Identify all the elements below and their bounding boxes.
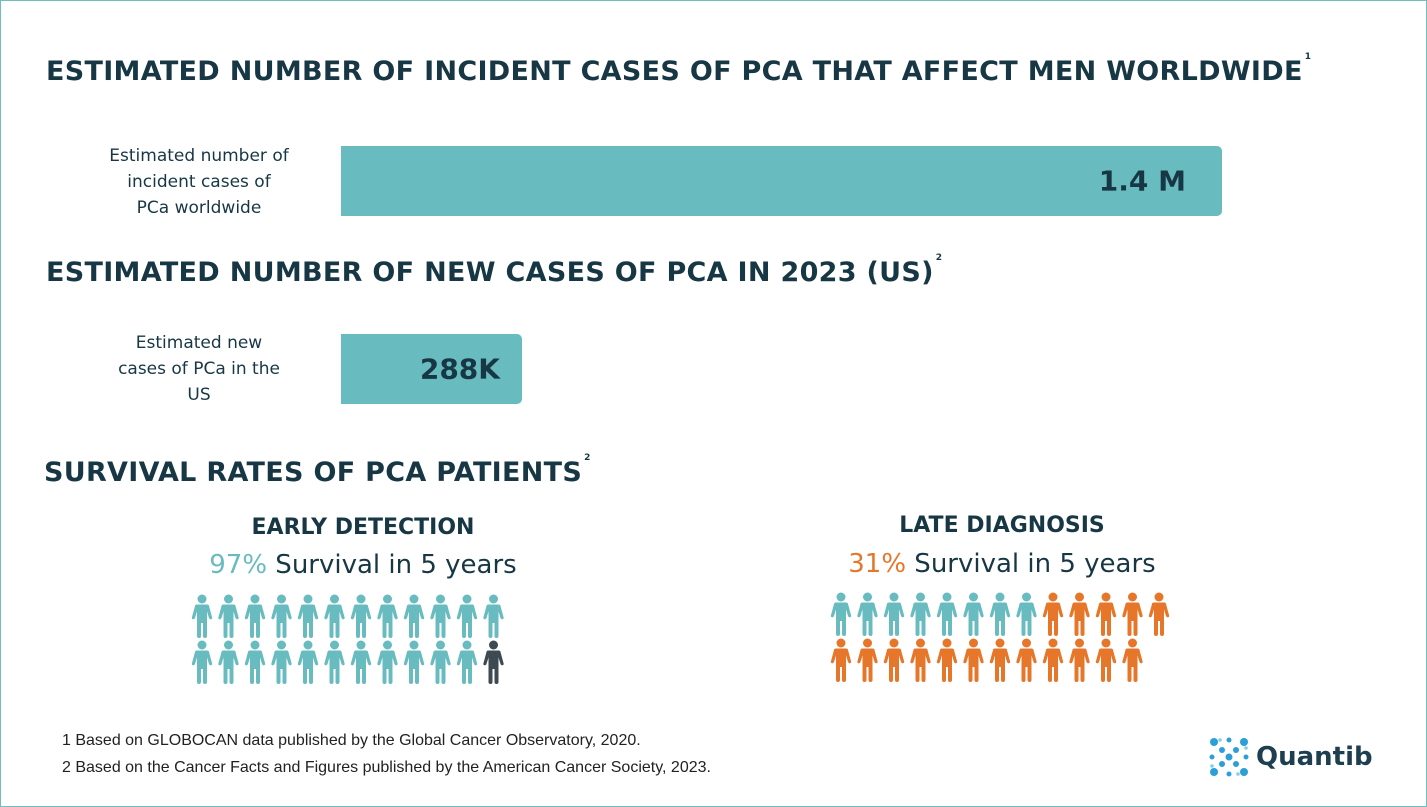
footnote-1: 1 Based on GLOBOCAN data published by th… <box>62 732 641 749</box>
person-icon <box>989 592 1011 636</box>
person-icon <box>218 640 239 684</box>
footnote-ref-2: 2 <box>935 253 943 263</box>
person-icon <box>830 592 852 636</box>
person-icon <box>989 638 1011 682</box>
heading-us-2023: ESTIMATED NUMBER OF NEW CASES OF PCA IN … <box>46 253 942 288</box>
person-icon <box>1042 638 1064 682</box>
person-icon <box>1095 638 1117 682</box>
person-icon <box>191 594 213 638</box>
early-detection-title: EARLY DETECTION <box>251 515 475 540</box>
bar-label-line: PCa worldwide <box>136 198 262 218</box>
late-diagnosis-pictograph <box>830 592 1170 682</box>
early-detection-percent: 97% <box>209 550 268 580</box>
heading-worldwide: ESTIMATED NUMBER OF INCIDENT CASES OF PC… <box>46 52 1311 87</box>
bar-label-line: cases of PCa in the <box>118 359 280 379</box>
person-icon <box>191 640 213 684</box>
person-icon <box>244 594 266 638</box>
heading-worldwide-text: ESTIMATED NUMBER OF INCIDENT CASES OF PC… <box>46 56 1303 87</box>
person-icon <box>857 638 878 682</box>
quantib-logo-text: Quantib <box>1256 742 1373 772</box>
person-icon <box>271 594 292 638</box>
person-icon <box>324 594 345 638</box>
bar-value-label: 288K <box>419 352 500 386</box>
bar-worldwide: 1.4 M <box>341 146 1222 216</box>
footnote-ref-1: 1 <box>1304 52 1312 62</box>
person-icon <box>936 592 958 636</box>
person-icon <box>350 640 372 684</box>
person-icon <box>910 638 931 682</box>
bar-label-worldwide: Estimated number of incident cases of PC… <box>96 143 302 221</box>
person-icon <box>857 592 878 636</box>
person-icon <box>218 594 239 638</box>
person-icon <box>1122 638 1143 682</box>
person-icon <box>271 640 292 684</box>
bar-us: 288K <box>341 334 522 404</box>
person-icon <box>1069 638 1090 682</box>
person-icon <box>910 592 931 636</box>
bar-label-us: Estimated new cases of PCa in the US <box>96 330 302 408</box>
bar-value-label: 1.4 M <box>1098 164 1186 198</box>
person-icon <box>963 592 984 636</box>
heading-survival: SURVIVAL RATES OF PCA PATIENTS 2 <box>44 453 591 488</box>
early-detection-subtitle: 97% Survival in 5 years <box>153 550 573 580</box>
person-icon <box>483 594 504 638</box>
person-icon <box>377 640 398 684</box>
person-icon <box>483 640 504 684</box>
person-icon <box>324 640 345 684</box>
late-diagnosis-title: LATE DIAGNOSIS <box>899 513 1105 538</box>
person-icon <box>430 594 451 638</box>
person-icon <box>1069 592 1090 636</box>
person-icon <box>936 638 958 682</box>
person-icon <box>883 638 905 682</box>
person-icon <box>1122 592 1143 636</box>
bar-label-line: incident cases of <box>127 172 271 192</box>
person-icon <box>297 640 319 684</box>
bar-label-line: US <box>187 385 211 405</box>
person-icon <box>1148 592 1170 636</box>
footnote-ref-2: 2 <box>584 453 591 463</box>
person-icon <box>1095 592 1117 636</box>
person-icon <box>1016 638 1037 682</box>
person-icon <box>297 594 319 638</box>
bar-label-line: Estimated new <box>135 333 263 353</box>
heading-survival-text: SURVIVAL RATES OF PCA PATIENTS <box>44 457 583 488</box>
person-icon <box>830 638 852 682</box>
person-icon <box>883 592 905 636</box>
person-icon <box>350 594 372 638</box>
early-detection-pictograph <box>191 594 504 684</box>
person-icon <box>430 640 451 684</box>
quantib-logo-icon <box>1209 737 1249 777</box>
late-diagnosis-subtitle: 31% Survival in 5 years <box>792 549 1212 579</box>
heading-us-2023-text: ESTIMATED NUMBER OF NEW CASES OF PCA IN … <box>46 257 934 288</box>
bar-label-line: Estimated number of <box>109 146 289 166</box>
person-icon <box>456 594 478 638</box>
person-icon <box>1042 592 1064 636</box>
person-icon <box>244 640 266 684</box>
person-icon <box>456 640 478 684</box>
person-icon <box>963 638 984 682</box>
person-icon <box>377 594 398 638</box>
late-diagnosis-text: Survival in 5 years <box>906 549 1156 579</box>
person-icon <box>403 594 425 638</box>
late-diagnosis-percent: 31% <box>848 549 907 579</box>
footnote-2: 2 Based on the Cancer Facts and Figures … <box>62 759 711 776</box>
person-icon <box>1016 592 1037 636</box>
early-detection-text: Survival in 5 years <box>267 550 517 580</box>
person-icon <box>403 640 425 684</box>
quantib-logo: Quantib <box>1208 735 1373 779</box>
